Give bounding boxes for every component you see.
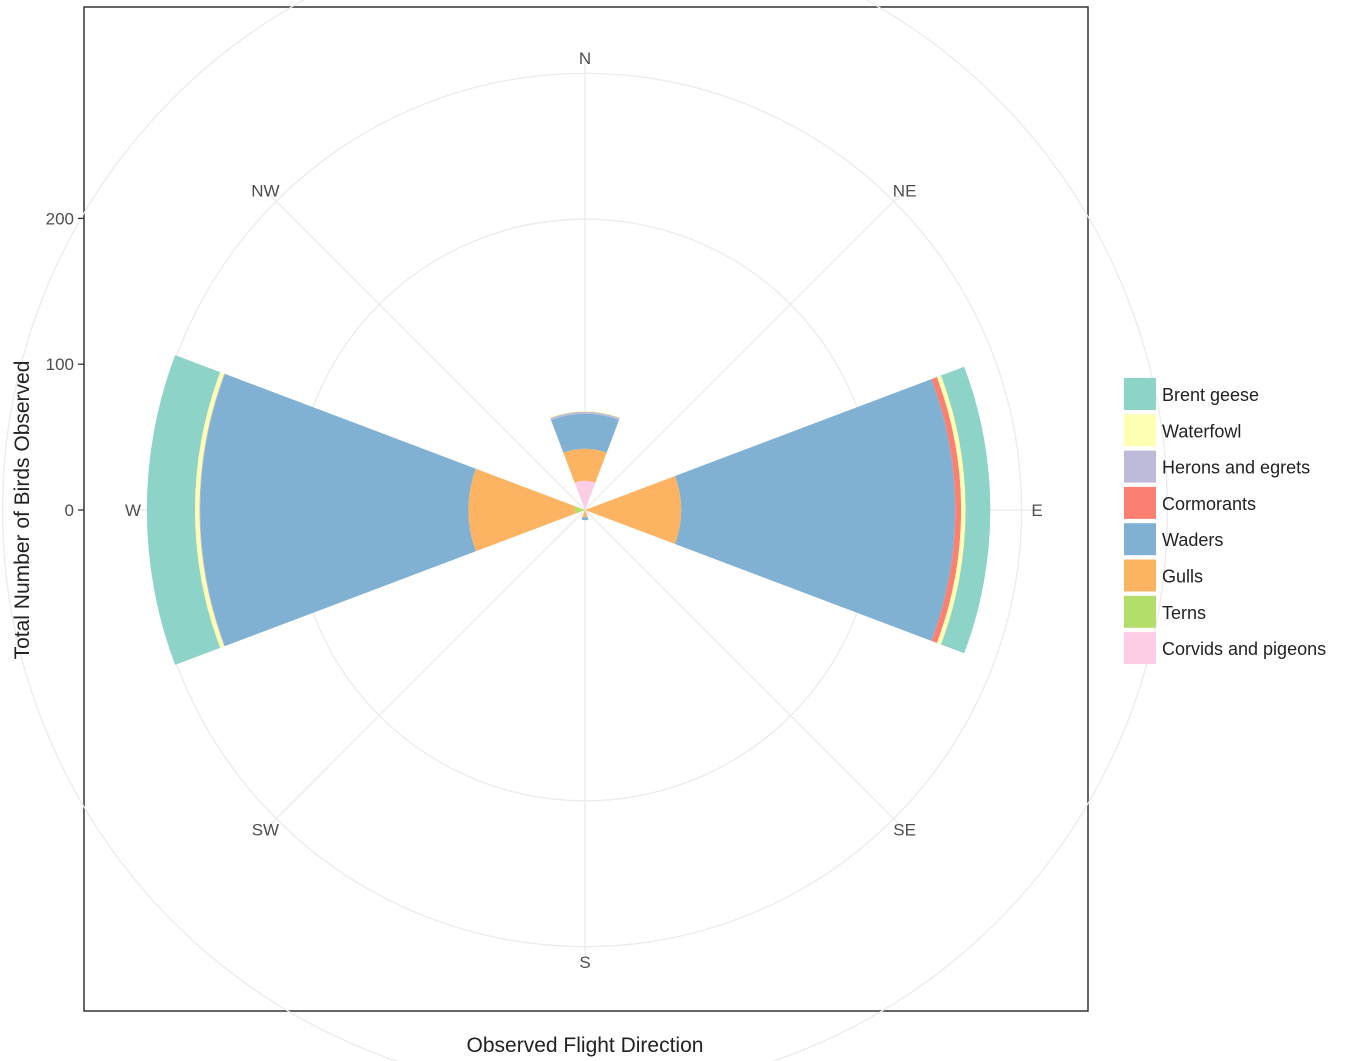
legend-swatch bbox=[1124, 523, 1156, 556]
y-axis-title: Total Number of Birds Observed bbox=[11, 361, 34, 660]
legend-label: Cormorants bbox=[1162, 494, 1256, 514]
direction-label-w: W bbox=[125, 501, 141, 520]
legend-swatch bbox=[1124, 559, 1156, 592]
bar-segment-n-waterfowl bbox=[549, 410, 621, 418]
legend-label: Waders bbox=[1162, 530, 1223, 550]
direction-label-ne: NE bbox=[893, 181, 917, 200]
bar-segment-w-brent-geese bbox=[146, 355, 221, 665]
bar-segment-e-gulls bbox=[585, 475, 682, 545]
legend-swatch bbox=[1124, 632, 1156, 665]
direction-label-sw: SW bbox=[252, 821, 279, 840]
grid-spoke bbox=[264, 509, 586, 831]
legend-label: Waterfowl bbox=[1162, 421, 1241, 441]
legend-swatch bbox=[1124, 378, 1156, 410]
y-tick-label: 100 bbox=[46, 355, 74, 374]
stacked-bars bbox=[146, 355, 991, 665]
grid-spoke bbox=[584, 509, 906, 831]
bar-segment-s-waders bbox=[581, 516, 589, 521]
direction-label-n: N bbox=[579, 49, 591, 68]
y-tick-label: 0 bbox=[65, 501, 74, 520]
bar-segment-n-waders bbox=[550, 413, 620, 453]
direction-label-nw: NW bbox=[251, 181, 279, 200]
bar-segment-w-gulls bbox=[468, 468, 576, 552]
direction-label-s: S bbox=[579, 953, 590, 972]
bar-segment-s-gulls bbox=[582, 510, 588, 518]
legend: Brent geese Waterfowl Herons and egrets Cor… bbox=[1124, 378, 1326, 665]
bar-segment-e-waders bbox=[675, 379, 956, 641]
legend-swatch bbox=[1124, 486, 1156, 519]
bar-segment-w-terns bbox=[574, 506, 585, 514]
direction-labels: N NE E SE S SW W NW bbox=[125, 49, 1043, 972]
bar-segment-e-waterfowl bbox=[936, 375, 966, 645]
legend-label: Gulls bbox=[1162, 567, 1203, 587]
x-axis-title: Observed Flight Direction bbox=[467, 1034, 704, 1057]
legend-label: Herons and egrets bbox=[1162, 458, 1310, 478]
legend-label: Terns bbox=[1162, 603, 1206, 623]
direction-label-e: E bbox=[1031, 501, 1042, 520]
bar-segment-w-waterfowl bbox=[194, 372, 225, 648]
bar-segment-n-corvids-and-pigeons bbox=[574, 480, 596, 510]
bar-segment-w-waders bbox=[200, 373, 476, 647]
bar-segment-e-cormorants bbox=[931, 377, 962, 643]
bar-segment-e-brent-geese bbox=[940, 366, 991, 654]
y-tick-label: 200 bbox=[46, 209, 74, 228]
legend-swatch bbox=[1124, 414, 1156, 447]
legend-swatch bbox=[1124, 595, 1156, 628]
grid-spoke bbox=[584, 189, 906, 511]
grid-spoke bbox=[264, 189, 586, 511]
bar-segment-n-gulls bbox=[563, 448, 607, 483]
bar-segment-n-herons-and-egrets bbox=[550, 411, 620, 420]
direction-label-se: SE bbox=[893, 821, 916, 840]
grid-circle bbox=[2, 0, 1168, 1061]
y-axis: 0 100 200 bbox=[46, 209, 84, 520]
legend-label: Brent geese bbox=[1162, 385, 1259, 405]
bar-segment-w-herons-and-egrets bbox=[199, 373, 225, 647]
legend-swatch bbox=[1124, 450, 1156, 483]
legend-label: Corvids and pigeons bbox=[1162, 639, 1326, 659]
